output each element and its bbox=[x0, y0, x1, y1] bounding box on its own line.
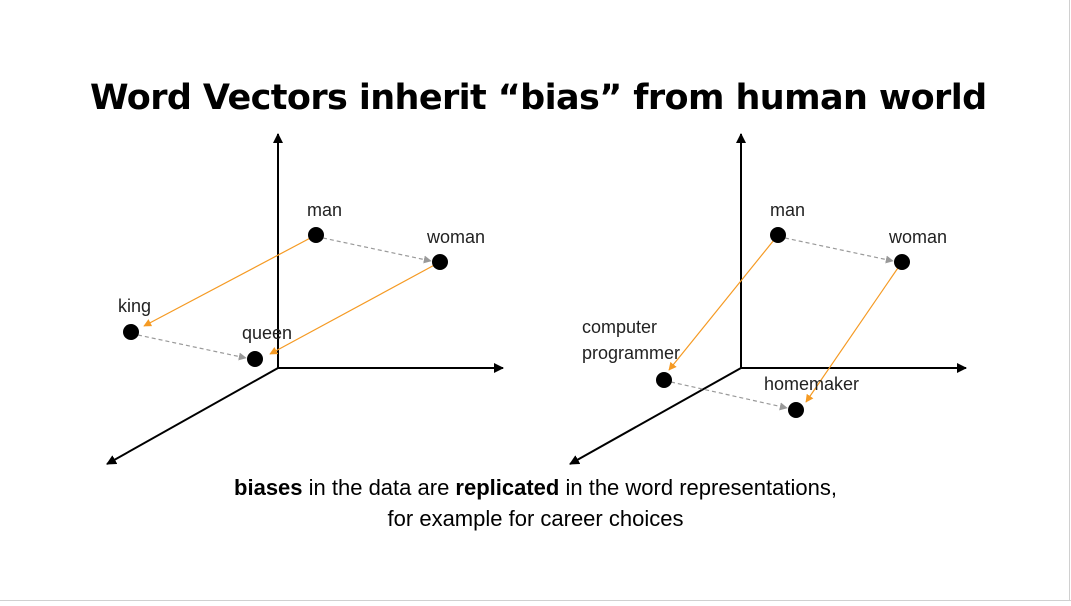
arrow-woman-to-homemaker bbox=[805, 261, 903, 403]
point-woman bbox=[432, 254, 448, 270]
diagram-right: man woman computer programmer homemaker bbox=[569, 133, 967, 465]
label-computer: computer bbox=[582, 317, 657, 337]
z-axis bbox=[106, 367, 279, 465]
caption-line-2: for example for career choices bbox=[387, 506, 684, 531]
z-axis bbox=[569, 367, 742, 465]
point-computer-programmer bbox=[656, 372, 672, 388]
label-king: king bbox=[118, 296, 151, 316]
label-woman: woman bbox=[888, 227, 947, 247]
label-man: man bbox=[307, 200, 342, 220]
point-woman bbox=[894, 254, 910, 270]
axes-left bbox=[106, 133, 504, 465]
point-man bbox=[308, 227, 324, 243]
arrow-woman-to-queen bbox=[269, 261, 441, 355]
point-homemaker bbox=[788, 402, 804, 418]
caption-text-2: in the word representations, bbox=[559, 475, 837, 500]
diagram-left: man woman king queen bbox=[106, 133, 504, 465]
caption-line-1: biases in the data are replicated in the… bbox=[0, 472, 1071, 503]
label-homemaker: homemaker bbox=[764, 374, 859, 394]
label-man: man bbox=[770, 200, 805, 220]
arrow-man-to-woman bbox=[322, 237, 432, 264]
caption-text-1: in the data are bbox=[302, 475, 456, 500]
arrow-king-to-queen bbox=[137, 334, 247, 361]
slide-edge-bottom bbox=[0, 600, 1071, 601]
caption: biases in the data are replicated in the… bbox=[0, 472, 1071, 534]
point-queen bbox=[247, 351, 263, 367]
label-woman: woman bbox=[426, 227, 485, 247]
point-king bbox=[123, 324, 139, 340]
arrow-man-to-programmer bbox=[668, 234, 779, 371]
arrow-man-to-king bbox=[143, 234, 317, 327]
arrow-programmer-to-homemaker bbox=[670, 381, 788, 411]
arrow-man-to-woman bbox=[784, 237, 894, 264]
caption-bold-replicated: replicated bbox=[455, 475, 560, 500]
caption-bold-biases: biases bbox=[234, 475, 303, 500]
point-man bbox=[770, 227, 786, 243]
label-programmer: programmer bbox=[582, 343, 680, 363]
slide-title: Word Vectors inherit “bias” from human w… bbox=[90, 78, 987, 118]
axes-right bbox=[569, 133, 967, 465]
slide-edge-right bbox=[1069, 0, 1070, 600]
label-queen: queen bbox=[242, 323, 292, 343]
